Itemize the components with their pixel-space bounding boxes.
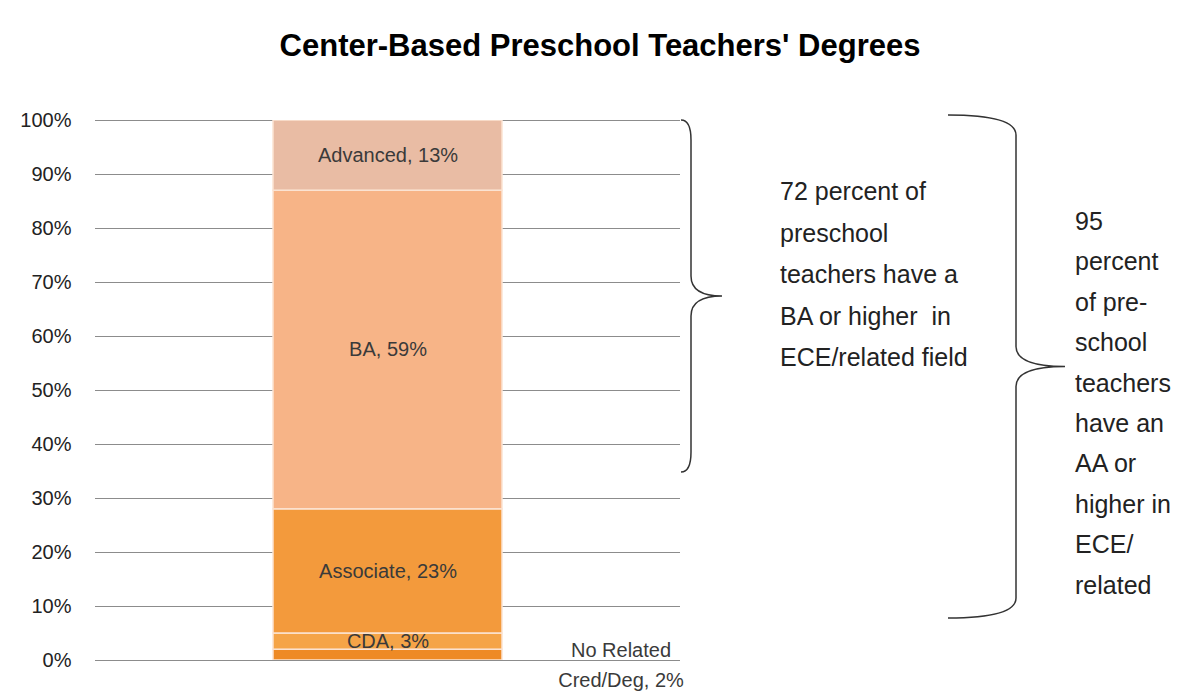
svg-text:CDA, 3%: CDA, 3% xyxy=(347,630,429,652)
svg-text:0%: 0% xyxy=(43,649,72,671)
svg-text:Associate, 23%: Associate, 23% xyxy=(319,560,457,582)
svg-text:20%: 20% xyxy=(31,541,71,563)
svg-text:80%: 80% xyxy=(31,217,71,239)
svg-text:100%: 100% xyxy=(20,109,71,131)
svg-text:30%: 30% xyxy=(31,487,71,509)
svg-text:10%: 10% xyxy=(31,595,71,617)
svg-text:72 percent ofpreschoolteachers: 72 percent ofpreschoolteachers have aBA … xyxy=(780,177,968,371)
svg-text:40%: 40% xyxy=(31,433,71,455)
svg-text:95percentof pre-schoolteachers: 95percentof pre-schoolteachershave anAA … xyxy=(1075,207,1171,599)
svg-text:70%: 70% xyxy=(31,271,71,293)
html-text:Center-Based Preschool Teacher: Center-Based Preschool Teachers' Degrees xyxy=(279,28,921,63)
svg-text:Advanced, 13%: Advanced, 13% xyxy=(318,144,458,166)
svg-text:60%: 60% xyxy=(31,325,71,347)
svg-text:90%: 90% xyxy=(31,163,71,185)
svg-text:BA, 59%: BA, 59% xyxy=(349,338,427,360)
svg-text:No RelatedCred/Deg, 2%: No RelatedCred/Deg, 2% xyxy=(558,639,684,691)
svg-text:50%: 50% xyxy=(31,379,71,401)
